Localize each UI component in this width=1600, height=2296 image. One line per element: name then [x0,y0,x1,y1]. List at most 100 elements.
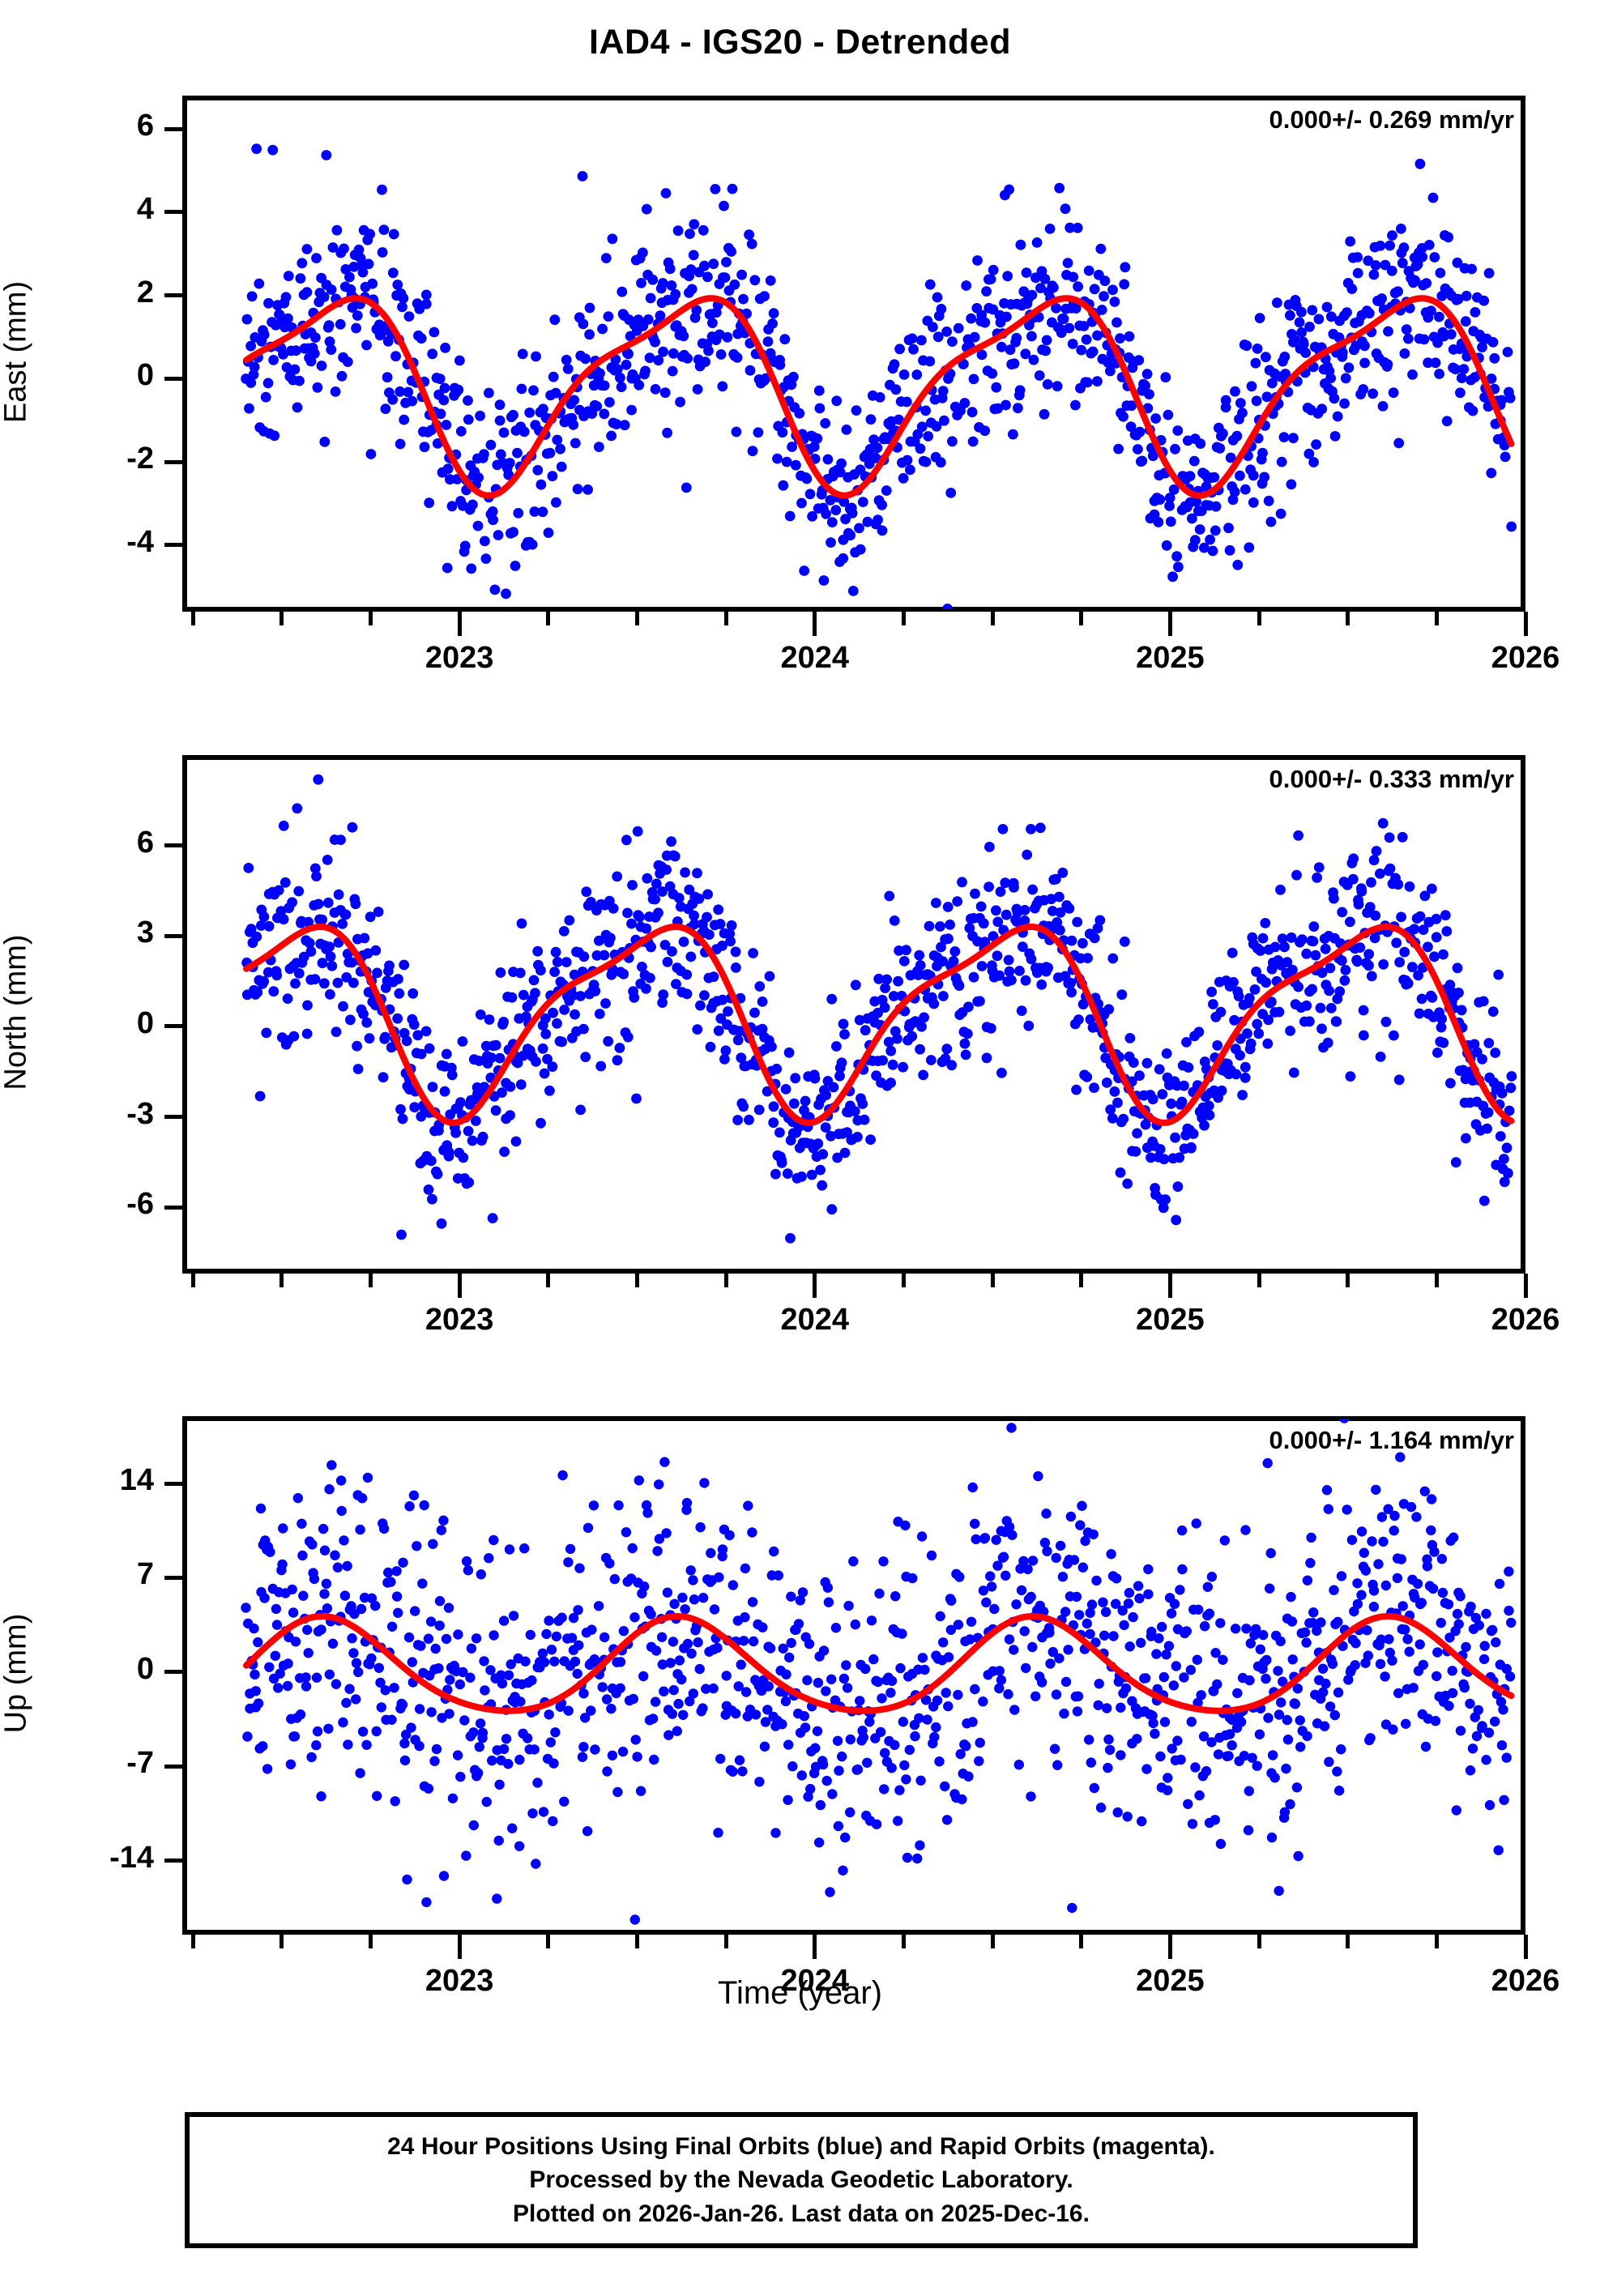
caption-line-3: Plotted on 2026-Jan-26. Last data on 202… [513,2200,1090,2227]
y-tick-label-up-2: 0 [136,1651,154,1686]
x-tick-major-east [813,612,817,636]
x-tick-major-east [457,612,462,636]
y-axis-title-north: North (mm) [0,934,33,1090]
rate-annotation-east: 0.000+/- 0.269 mm/yr [1269,105,1514,134]
x-tick-minor-up [546,1935,551,1948]
x-tick-major-up [1523,1935,1528,1959]
y-tick-label-east-3: 0 [136,358,154,393]
y-tick-north [164,1205,182,1210]
x-tick-minor-up [1346,1935,1350,1948]
x-tick-major-north [1523,1274,1528,1298]
y-tick-label-up-4: -14 [109,1840,154,1875]
x-tick-label-up-2: 2025 [1136,1964,1205,1998]
x-tick-minor-east [190,612,195,625]
caption-box: 24 Hour Positions Using Final Orbits (bl… [185,2112,1418,2248]
y-tick-east [164,376,182,381]
x-tick-minor-north [190,1274,195,1287]
x-tick-minor-east [723,612,728,625]
y-tick-label-north-1: 3 [136,915,154,950]
plot-frame-north [182,755,1525,1274]
y-tick-north [164,1115,182,1119]
x-tick-major-up [813,1935,817,1959]
y-axis-title-east: East (mm) [0,280,33,423]
x-tick-label-up-0: 2023 [425,1964,494,1998]
x-tick-minor-north [546,1274,551,1287]
data-layer-east [241,143,1517,609]
y-tick-east [164,543,182,548]
x-tick-minor-up [634,1935,639,1948]
y-tick-up [164,1670,182,1675]
x-tick-minor-east [368,612,373,625]
x-tick-minor-north [279,1274,284,1287]
y-tick-up [164,1859,182,1863]
y-tick-label-east-5: -4 [126,524,154,559]
x-tick-label-north-0: 2023 [425,1303,494,1337]
y-tick-label-up-1: 7 [136,1557,154,1592]
x-tick-major-north [813,1274,817,1298]
x-tick-minor-up [1079,1935,1084,1948]
y-tick-label-east-2: 2 [136,275,154,309]
y-tick-up [164,1481,182,1486]
plot-panel-east: 0.000+/- 0.269 mm/yr [182,96,1525,612]
x-tick-minor-east [990,612,995,625]
y-tick-east [164,293,182,298]
x-tick-minor-north [901,1274,906,1287]
x-tick-minor-east [1434,612,1439,625]
x-tick-minor-east [546,612,551,625]
x-tick-minor-east [1257,612,1261,625]
y-tick-east [164,210,182,215]
x-tick-label-east-3: 2026 [1491,641,1560,675]
x-tick-minor-north [990,1274,995,1287]
x-tick-minor-up [1434,1935,1439,1948]
x-tick-label-north-2: 2025 [1136,1303,1205,1337]
x-tick-label-north-1: 2024 [780,1303,850,1337]
x-tick-minor-east [1346,612,1350,625]
x-tick-minor-up [368,1935,373,1948]
x-tick-label-up-1: 2024 [780,1964,850,1998]
x-tick-major-north [457,1274,462,1298]
x-axis-title: Time (year) [718,1975,882,2011]
y-tick-label-north-3: -3 [126,1096,154,1131]
x-tick-minor-up [279,1935,284,1948]
x-tick-minor-up [723,1935,728,1948]
x-tick-minor-east [1079,612,1084,625]
caption-line-2: Processed by the Nevada Geodetic Laborat… [529,2166,1073,2194]
y-tick-label-north-2: 0 [136,1005,154,1040]
x-tick-minor-north [723,1274,728,1287]
y-tick-label-up-0: 14 [119,1463,154,1498]
x-tick-minor-north [368,1274,373,1287]
y-tick-label-east-4: -2 [126,442,154,476]
x-tick-minor-up [1257,1935,1261,1948]
data-layer-up [241,1419,1517,1925]
x-tick-label-up-3: 2026 [1491,1964,1560,1998]
x-tick-minor-east [634,612,639,625]
x-tick-major-north [1167,1274,1172,1298]
x-tick-label-east-1: 2024 [780,641,850,675]
data-layer-north [241,774,1517,1244]
seasonal-fit-line [243,295,1515,499]
x-tick-major-east [1167,612,1172,636]
x-tick-minor-east [279,612,284,625]
y-tick-north [164,843,182,848]
seasonal-fit-line [243,1613,1515,1714]
x-tick-label-east-0: 2023 [425,641,494,675]
y-tick-north [164,1024,182,1029]
x-tick-label-north-3: 2026 [1491,1303,1560,1337]
y-tick-label-up-3: -7 [126,1746,154,1781]
x-tick-label-east-2: 2025 [1136,641,1205,675]
plot-panel-north: 0.000+/- 0.333 mm/yr [182,755,1525,1274]
y-axis-title-up: Up (mm) [0,1613,33,1734]
x-tick-minor-up [901,1935,906,1948]
x-tick-minor-up [190,1935,195,1948]
y-tick-north [164,933,182,938]
y-tick-east [164,126,182,131]
y-tick-up [164,1764,182,1769]
caption-line-1: 24 Hour Positions Using Final Orbits (bl… [387,2132,1215,2160]
x-tick-minor-north [1346,1274,1350,1287]
x-tick-minor-north [1434,1274,1439,1287]
seasonal-fit-line [243,924,1515,1126]
page-title: IAD4 - IGS20 - Detrended [589,23,1011,62]
y-tick-label-north-0: 6 [136,825,154,860]
y-tick-east [164,459,182,464]
